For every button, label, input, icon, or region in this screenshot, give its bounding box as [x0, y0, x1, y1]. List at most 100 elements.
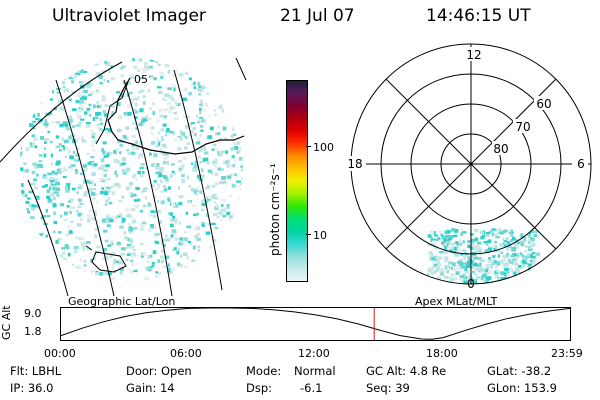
emission-pixel: [134, 102, 138, 107]
emission-pixel: [236, 129, 240, 132]
emission-pixel: [30, 93, 35, 96]
emission-pixel: [158, 167, 164, 170]
emission-pixel: [237, 141, 241, 145]
emission-pixel: [98, 271, 104, 276]
emission-pixel: [87, 219, 91, 223]
emission-pixel: [236, 113, 241, 116]
emission-pixel: [167, 270, 173, 274]
emission-pixel: [138, 153, 144, 158]
emission-pixel: [239, 213, 243, 217]
emission-pixel: [28, 254, 31, 257]
mlt-label-0: 0: [467, 277, 475, 291]
orbit-xtick-0600: 06:00: [170, 347, 202, 360]
emission-pixel: [37, 118, 40, 122]
emission-pixel: [526, 253, 531, 257]
emission-pixel: [31, 110, 36, 114]
emission-pixel: [157, 142, 161, 146]
emission-pixel: [78, 81, 83, 84]
emission-pixel: [108, 128, 111, 133]
emission-pixel: [52, 183, 57, 186]
emission-pixel: [40, 250, 43, 253]
emission-pixel: [199, 110, 202, 115]
emission-pixel: [500, 244, 504, 248]
emission-pixel: [158, 173, 163, 178]
emission-pixel: [516, 241, 520, 245]
emission-pixel: [480, 259, 485, 262]
emission-pixel: [28, 242, 32, 246]
emission-pixel: [462, 230, 467, 234]
emission-pixel: [186, 116, 190, 119]
emission-pixel: [437, 237, 441, 240]
emission-pixel: [55, 181, 60, 186]
emission-pixel: [487, 257, 492, 261]
emission-pixel: [111, 191, 116, 196]
emission-pixel: [31, 227, 34, 231]
emission-pixel: [443, 241, 446, 244]
emission-pixel: [493, 244, 497, 248]
emission-pixel: [527, 234, 531, 238]
emission-pixel: [40, 61, 45, 66]
emission-pixel: [183, 146, 188, 150]
emission-pixel: [523, 236, 526, 239]
emission-pixel: [101, 96, 106, 101]
emission-pixel: [135, 127, 138, 130]
emission-pixel: [438, 230, 443, 234]
emission-pixel: [440, 268, 445, 271]
emission-pixel: [512, 261, 517, 265]
emission-pixel: [195, 226, 201, 231]
emission-pixel: [23, 274, 29, 279]
emission-pixel: [173, 117, 179, 121]
emission-pixel: [132, 193, 137, 197]
emission-pixel: [453, 267, 457, 272]
emission-pixel: [192, 59, 196, 63]
emission-pixel: [79, 202, 84, 205]
emission-pixel: [38, 233, 43, 236]
emission-pixel: [448, 243, 453, 248]
emission-pixel: [140, 175, 144, 177]
emission-pixel: [443, 276, 449, 279]
emission-pixel: [521, 264, 525, 268]
emission-pixel: [77, 205, 82, 208]
emission-pixel: [40, 216, 44, 220]
emission-pixel: [33, 113, 36, 118]
emission-pixel: [78, 237, 82, 240]
emission-pixel: [81, 138, 84, 142]
emission-pixel: [430, 270, 434, 274]
emission-pixel: [175, 69, 179, 72]
emission-pixel: [534, 258, 537, 261]
emission-pixel: [163, 161, 167, 164]
emission-pixel: [467, 244, 471, 249]
emission-pixel: [236, 232, 241, 237]
emission-pixel: [169, 106, 175, 110]
emission-pixel: [241, 275, 243, 280]
emission-pixel: [527, 239, 532, 243]
emission-pixel: [440, 233, 443, 237]
emission-pixel: [214, 165, 217, 169]
emission-pixel: [470, 259, 474, 264]
emission-pixel: [176, 250, 180, 255]
emission-pixel: [93, 193, 99, 197]
emission-pixel: [92, 275, 98, 280]
emission-pixel: [56, 194, 60, 197]
emission-pixel: [116, 242, 121, 246]
emission-pixel: [171, 215, 176, 220]
emission-pixel: [101, 148, 104, 152]
emission-pixel: [112, 263, 115, 267]
emission-pixel: [195, 191, 198, 196]
emission-pixel: [507, 244, 512, 249]
emission-pixel: [59, 168, 63, 172]
emission-pixel: [245, 170, 250, 172]
emission-pixel: [478, 249, 482, 252]
emission-pixel: [503, 229, 508, 232]
emission-pixel: [513, 271, 517, 275]
emission-pixel: [152, 195, 157, 199]
emission-pixel: [141, 189, 147, 192]
emission-pixel: [142, 187, 147, 192]
coastline: [107, 77, 245, 155]
emission-pixel: [475, 263, 479, 267]
meridian-diagonal: [385, 78, 557, 250]
emission-pixel: [462, 262, 466, 267]
emission-pixel: [110, 105, 116, 109]
emission-pixel: [168, 94, 171, 97]
emission-pixel: [158, 91, 161, 95]
